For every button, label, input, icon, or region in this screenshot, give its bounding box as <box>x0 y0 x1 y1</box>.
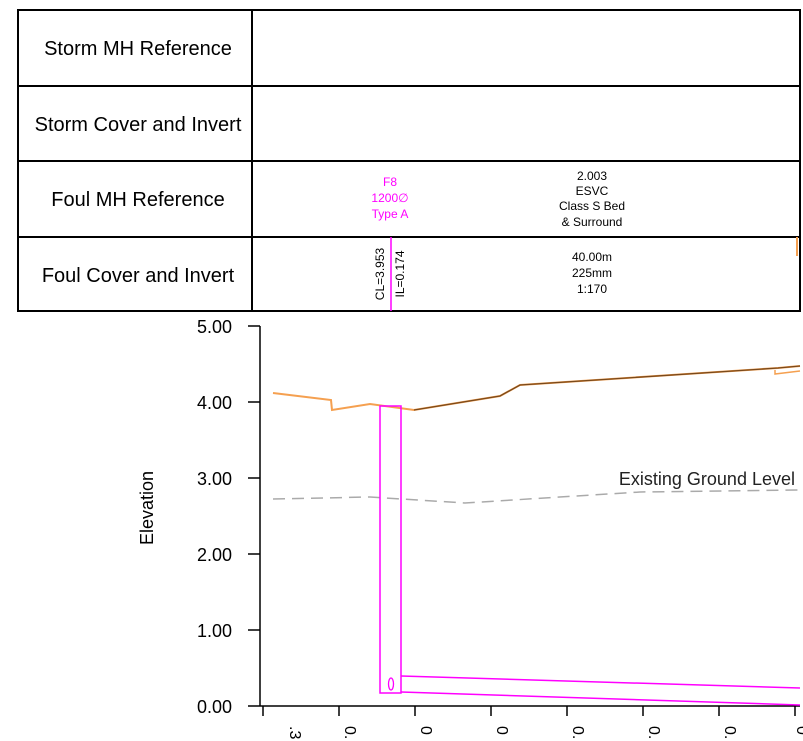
x-tick-label: 0. <box>341 726 358 739</box>
x-tick-label: 0. <box>569 726 586 739</box>
y-tick-label: 0.00 <box>197 697 232 717</box>
y-tick-labels: 5.00 4.00 3.00 2.00 1.00 0.00 <box>197 317 232 717</box>
pipe-bed: Class S Bed <box>559 199 625 213</box>
data-table: Storm MH Reference Storm Cover and Inver… <box>17 9 801 312</box>
x-tick-label: 0 <box>493 726 510 735</box>
y-tick-label: 2.00 <box>197 545 232 565</box>
y-tick-label: 3.00 <box>197 469 232 489</box>
pipe-surround: & Surround <box>562 215 623 229</box>
cover-level: CL=3.953 <box>373 247 387 300</box>
existing-ground-label: Existing Ground Level <box>619 469 795 489</box>
manhole-ref: F8 <box>383 175 397 189</box>
profile-chart: 5.00 4.00 3.00 2.00 1.00 0.00 Elevation … <box>137 317 803 739</box>
pipe-ref: 2.003 <box>577 169 607 183</box>
proposed-ground-line <box>272 365 801 412</box>
row-label-foul-cover-invert: Foul Cover and Invert <box>42 265 235 287</box>
pipe-material: ESVC <box>576 184 609 198</box>
x-tick-label: 0 <box>417 726 434 735</box>
manhole-type: Type A <box>372 207 409 221</box>
y-tick-label: 1.00 <box>197 621 232 641</box>
pipe-crown <box>400 675 801 689</box>
y-tick-label: 5.00 <box>197 317 232 337</box>
manhole-chamber <box>379 405 402 694</box>
proposed-ground-line-dark <box>413 365 801 411</box>
manhole-outlet <box>387 677 395 691</box>
row-label-storm-cover-invert: Storm Cover and Invert <box>35 114 242 136</box>
y-axis-label: Elevation <box>137 471 157 545</box>
x-tick-label: 0. <box>721 726 738 739</box>
row-label-storm-mh-reference: Storm MH Reference <box>44 38 232 60</box>
x-tick-label: .3 <box>286 726 303 739</box>
existing-ground-line <box>272 489 801 504</box>
y-ticks <box>248 325 260 707</box>
pipe-diameter: 225mm <box>572 266 612 280</box>
invert-level: IL=0.174 <box>393 250 407 297</box>
pipe-invert <box>400 691 801 706</box>
row-label-foul-mh-reference: Foul MH Reference <box>51 189 224 211</box>
y-tick-label: 4.00 <box>197 393 232 413</box>
x-ticks <box>262 706 796 716</box>
x-tick-label: 0. <box>645 726 662 739</box>
x-tick-labels: .3 0. 0 0 0. 0. 0. 0 <box>286 726 803 739</box>
next-chamber-ground <box>774 370 801 375</box>
x-tick-label: 0 <box>793 726 803 735</box>
pipe-gradient: 1:170 <box>577 282 607 296</box>
pipe-length: 40.00m <box>572 250 612 264</box>
manhole-size: 1200∅ <box>371 191 408 205</box>
